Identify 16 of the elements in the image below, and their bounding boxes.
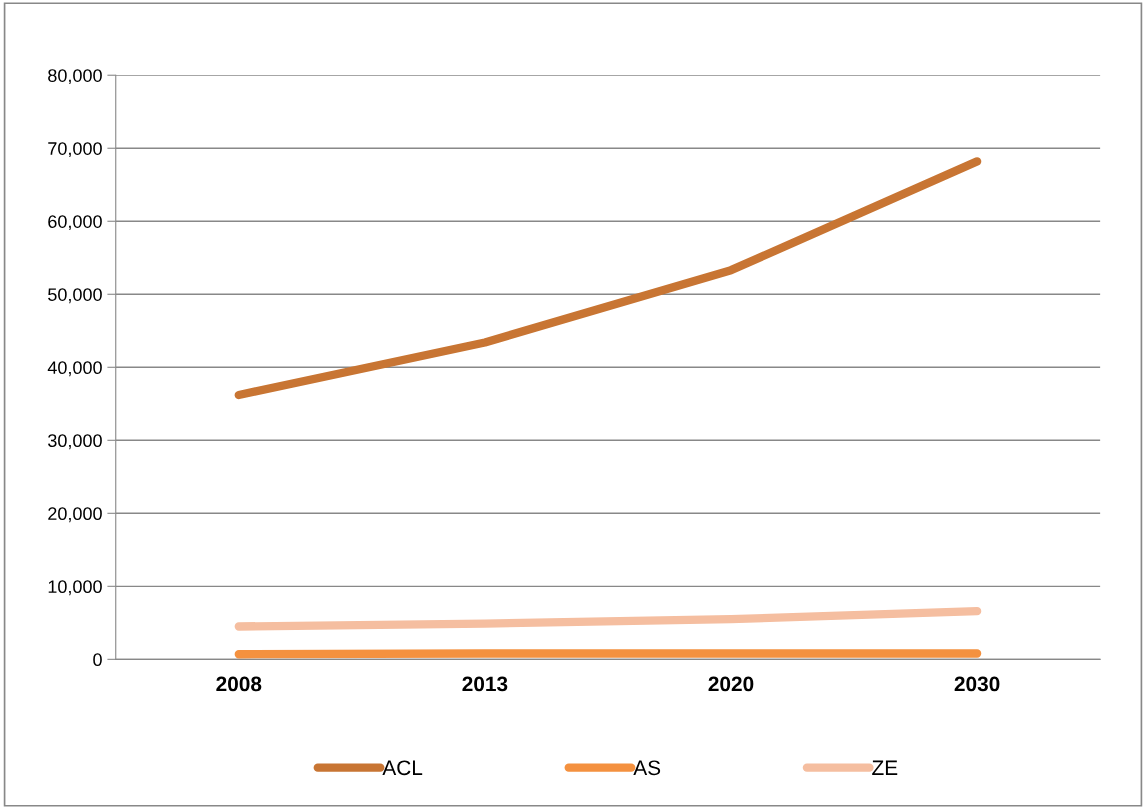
x-tick-label: 2013 bbox=[462, 676, 508, 692]
x-tick-label: 2008 bbox=[216, 676, 262, 692]
y-tick-label: 30,000 bbox=[48, 434, 102, 450]
y-tick-label: 60,000 bbox=[48, 215, 102, 231]
x-tick-label: 2020 bbox=[708, 676, 754, 692]
legend-label: ZE bbox=[872, 760, 898, 775]
y-tick-label: 10,000 bbox=[48, 580, 102, 596]
x-tick-label: 2030 bbox=[954, 676, 1000, 692]
y-tick-label: 20,000 bbox=[48, 507, 102, 523]
y-tick-label: 0 bbox=[93, 653, 102, 667]
y-tick-label: 80,000 bbox=[48, 69, 102, 85]
y-tick-label: 50,000 bbox=[48, 288, 102, 304]
legend-label: AS bbox=[633, 760, 661, 776]
legend-label: ACL bbox=[382, 760, 423, 776]
y-tick-label: 40,000 bbox=[47, 361, 102, 377]
y-tick-label: 70,000 bbox=[48, 142, 102, 158]
